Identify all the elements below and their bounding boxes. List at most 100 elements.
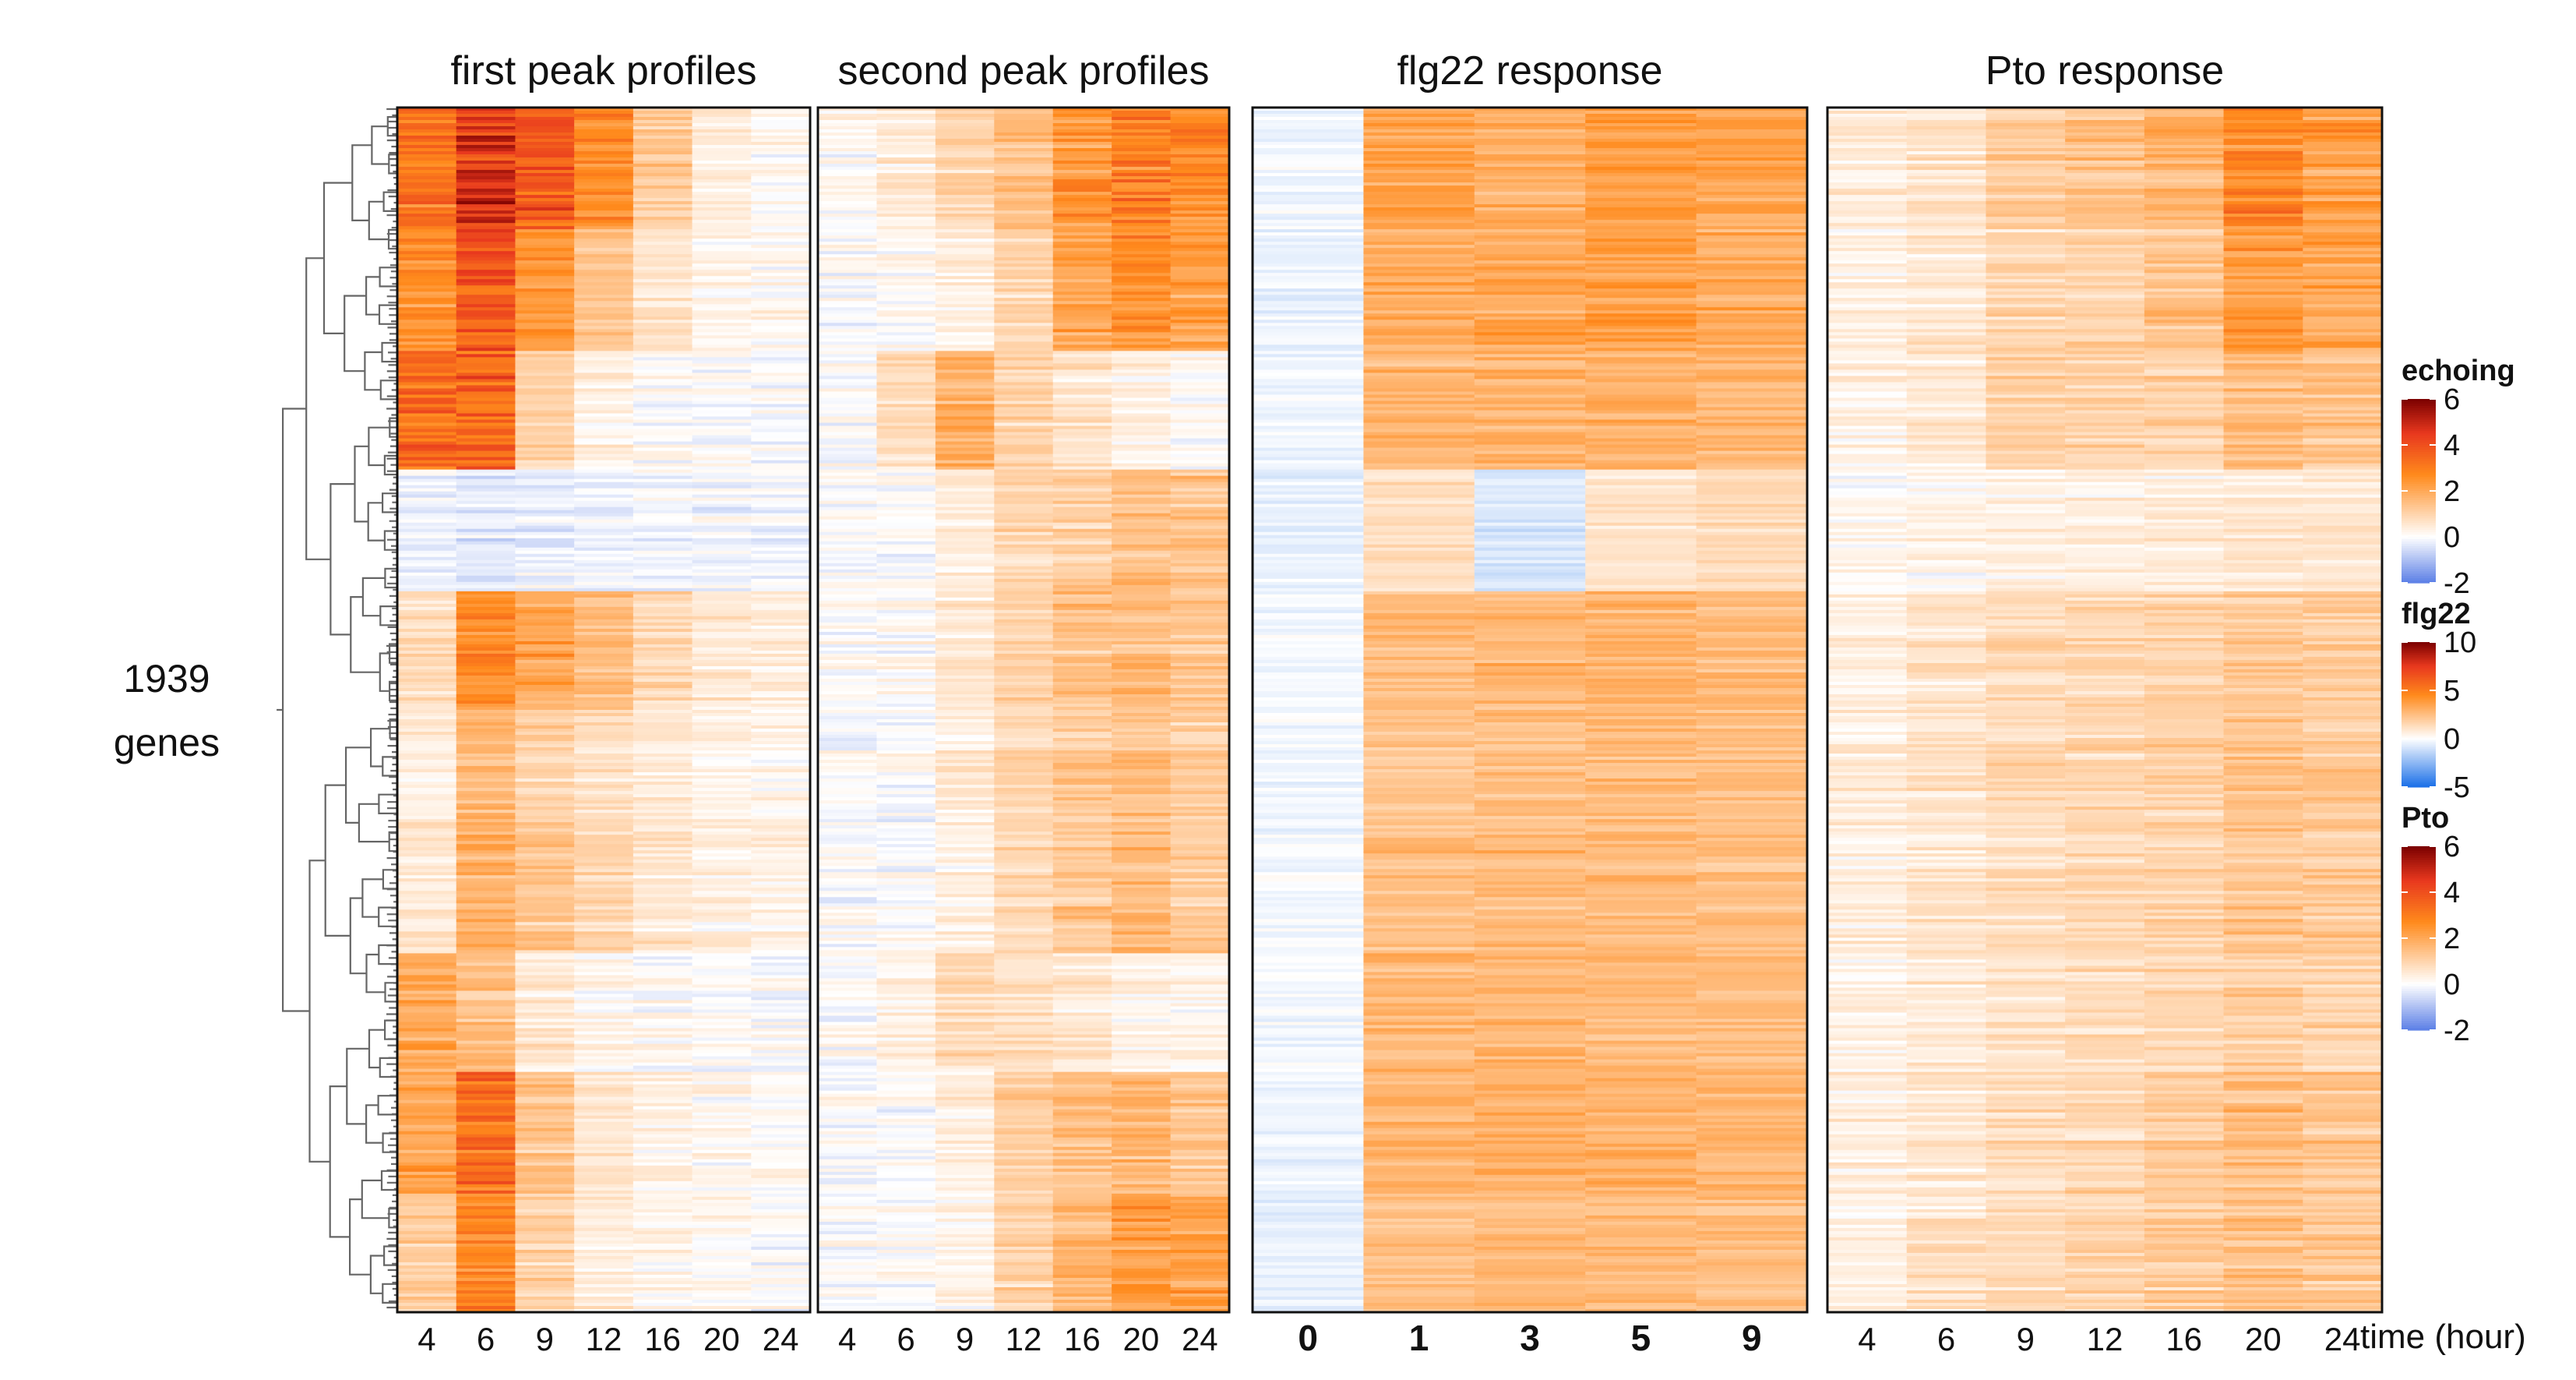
heatmap-cell (692, 675, 752, 679)
heatmap-cell (935, 556, 995, 561)
heatmap-cell (574, 1262, 634, 1266)
heatmap-cell (633, 245, 693, 249)
heatmap-cell (574, 217, 634, 221)
heatmap-cell (574, 1075, 634, 1079)
heatmap-cell (994, 1065, 1054, 1070)
heatmap-cell (574, 1015, 634, 1020)
heatmap-cell (1112, 298, 1172, 302)
heatmap-cell (456, 1087, 516, 1092)
heatmap-cell (751, 220, 811, 224)
heatmap-cell (515, 563, 575, 567)
heatmap-cell (456, 1146, 516, 1151)
heatmap-cell (574, 1071, 634, 1076)
heatmap-cell (515, 735, 575, 739)
heatmap-cell (751, 897, 811, 901)
heatmap-cell (994, 494, 1054, 499)
heatmap-cell (876, 266, 936, 270)
heatmap-cell (574, 662, 634, 667)
heatmap-cell (1052, 435, 1112, 439)
heatmap-cell (633, 179, 693, 183)
heatmap-cell (935, 729, 995, 732)
heatmap-cell (1052, 382, 1112, 386)
heatmap-cell (692, 916, 752, 919)
heatmap-cell (876, 625, 936, 630)
heatmap-cell (692, 1112, 752, 1117)
heatmap-cell (574, 288, 634, 292)
heatmap-cell (633, 1290, 693, 1294)
heatmap-cell (574, 185, 634, 189)
heatmap-cell (692, 394, 752, 399)
heatmap-cell (1170, 129, 1230, 133)
heatmap-cell (397, 351, 457, 355)
heatmap-cell (456, 295, 516, 298)
heatmap-cell (751, 650, 811, 655)
heatmap-cell (633, 1053, 693, 1057)
heatmap-cell (818, 1109, 878, 1114)
heatmap-cell (456, 1071, 516, 1076)
heatmap-cell (935, 965, 995, 970)
heatmap-cell (876, 956, 936, 961)
heatmap-cell (818, 687, 878, 692)
heatmap-cell (994, 519, 1054, 524)
heatmap-cell (876, 856, 936, 860)
heatmap-cell (1052, 1106, 1112, 1110)
heatmap-cell (1052, 644, 1112, 648)
heatmap-cell (876, 1084, 936, 1089)
heatmap-cell (574, 800, 634, 804)
heatmap-cell (397, 956, 457, 961)
heatmap-cell (876, 157, 936, 161)
heatmap-cell (692, 522, 752, 527)
heatmap-cell (633, 1156, 693, 1160)
heatmap-cell (397, 238, 457, 242)
heatmap-cell (633, 1075, 693, 1079)
heatmap-cell (935, 447, 995, 452)
heatmap-cell (633, 251, 693, 255)
heatmap-cell (692, 1081, 752, 1085)
heatmap-cell (818, 594, 878, 598)
heatmap-cell (633, 1227, 693, 1232)
heatmap-cell (692, 304, 752, 308)
heatmap-cell (818, 616, 878, 620)
heatmap-cell (515, 1305, 575, 1310)
heatmap-cell (1052, 204, 1112, 208)
heatmap-cell (633, 681, 693, 686)
heatmap-cell (876, 588, 936, 592)
heatmap-cell (751, 282, 811, 286)
heatmap-cell (751, 1237, 811, 1241)
heatmap-cell (1170, 488, 1230, 492)
heatmap-cell (818, 348, 878, 352)
heatmap-cell (751, 878, 811, 882)
heatmap-cell (818, 242, 878, 245)
heatmap-cell (935, 747, 995, 751)
heatmap-cell (751, 700, 811, 704)
heatmap-cell (397, 1165, 457, 1170)
heatmap-cell (397, 859, 457, 863)
heatmap-cell (456, 273, 516, 277)
heatmap-cell (574, 173, 634, 177)
heatmap-cell (935, 1087, 995, 1092)
heatmap-cell (397, 578, 457, 583)
heatmap-cell (1170, 569, 1230, 574)
heatmap-cell (935, 1093, 995, 1098)
heatmap-cell (1052, 947, 1112, 951)
heatmap-cell (633, 800, 693, 804)
heatmap-cell (692, 457, 752, 461)
heatmap-cell (574, 232, 634, 236)
heatmap-cell (633, 394, 693, 399)
heatmap-cell (1112, 279, 1172, 283)
heatmap-cell (692, 217, 752, 221)
heatmap-cell (633, 1274, 693, 1279)
heatmap-cell (574, 407, 634, 411)
heatmap-cell (692, 1050, 752, 1054)
heatmap-cell (1170, 357, 1230, 362)
heatmap-cell (818, 497, 878, 502)
heatmap-cell (1170, 425, 1230, 430)
heatmap-cell (515, 962, 575, 967)
heatmap-cell (751, 394, 811, 399)
heatmap-cell (515, 248, 575, 252)
heatmap-cell (818, 606, 878, 611)
heatmap-cell (751, 478, 811, 483)
heatmap-cell (751, 341, 811, 345)
heatmap-cell (633, 875, 693, 879)
heatmap-cell (1112, 644, 1172, 648)
